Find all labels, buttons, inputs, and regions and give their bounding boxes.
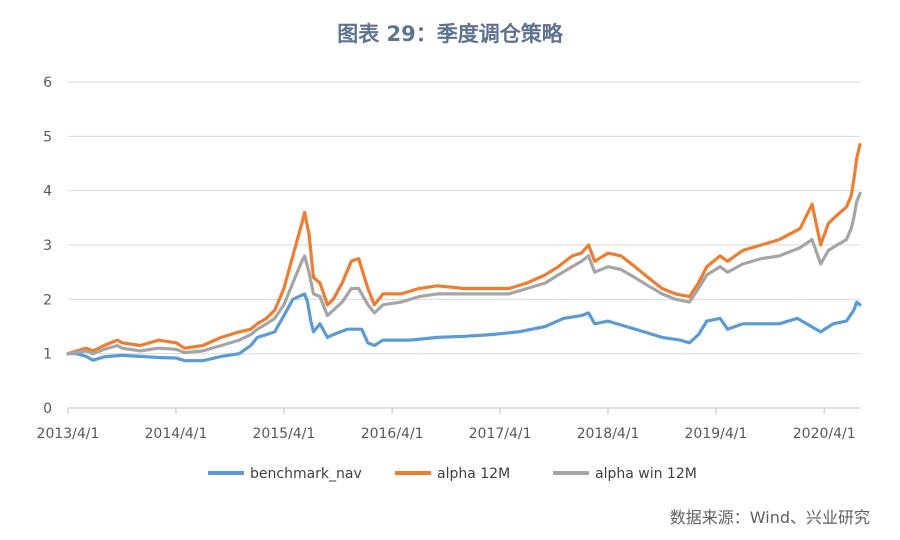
x-tick-label: 2019/4/1 <box>685 426 748 442</box>
y-tick-label: 2 <box>43 292 52 308</box>
y-tick-label: 5 <box>43 129 52 145</box>
legend-label: benchmark_nav <box>250 466 362 482</box>
x-tick-label: 2013/4/1 <box>37 426 100 442</box>
series-lines <box>66 142 862 363</box>
grid-lines <box>68 81 860 355</box>
legend-label: alpha win 12M <box>595 466 697 482</box>
x-tick-label: 2015/4/1 <box>252 426 315 442</box>
x-tick-label: 2017/4/1 <box>469 426 532 442</box>
series-line-benchmark_nav <box>66 292 862 363</box>
x-axis: 2013/4/1 2014/4/1 2015/4/1 2016/4/1 2017/4/1… <box>37 407 860 442</box>
series-line-alpha-12M <box>66 142 862 356</box>
y-tick-label: 6 <box>43 75 52 91</box>
y-axis: 0 1 2 3 4 5 6 <box>43 75 52 417</box>
chart-title: 图表 29：季度调仓策略 <box>337 22 563 46</box>
x-tick-label: 2014/4/1 <box>145 426 208 442</box>
source-note: 数据来源：Wind、兴业研究 <box>669 508 870 527</box>
x-tick-label: 2020/4/1 <box>793 426 856 442</box>
y-tick-label: 4 <box>43 184 52 200</box>
y-tick-label: 0 <box>43 401 52 417</box>
x-tick-label: 2016/4/1 <box>361 426 424 442</box>
y-tick-label: 3 <box>43 238 52 254</box>
y-tick-label: 1 <box>43 347 52 363</box>
x-tick-label: 2018/4/1 <box>577 426 640 442</box>
legend-label: alpha 12M <box>437 466 510 482</box>
series-line-alpha-win-12M <box>66 191 862 356</box>
legend: benchmark_nav alpha 12M alpha win 12M <box>208 466 697 482</box>
